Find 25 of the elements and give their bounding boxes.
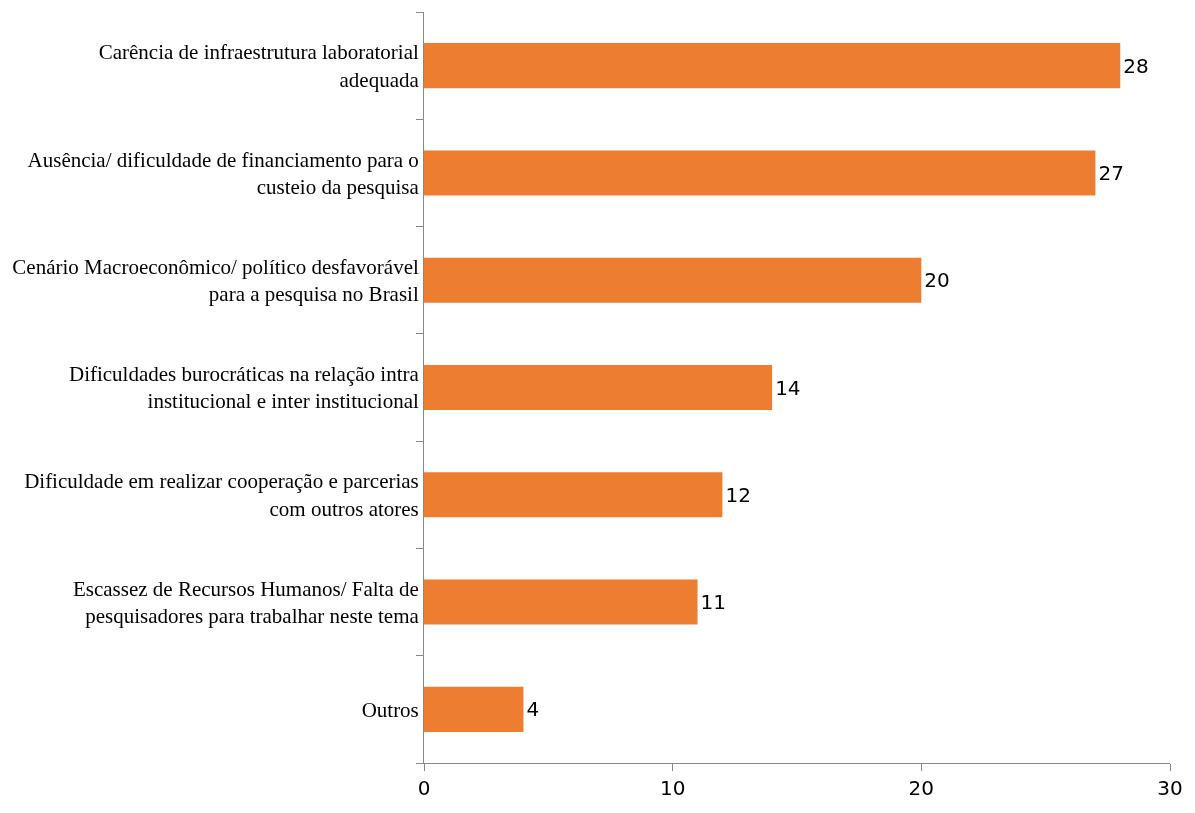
data-label: 20 <box>924 268 950 293</box>
bar <box>424 686 524 732</box>
y-tick-label: Carência de infraestrutura laboratorial adequada <box>98 40 420 92</box>
y-tick-label: Outros <box>361 697 419 722</box>
y-tick-label: Dificuldades burocráticas na relação intra institucional e inter institucional <box>68 362 420 414</box>
x-tick-label: 0 <box>417 776 431 800</box>
y-tick-label: Dificuldade em realizar cooperação e parcerias com outros atores <box>24 469 419 521</box>
data-label: 11 <box>700 590 726 615</box>
x-tick-label: 30 <box>1157 776 1183 800</box>
bar <box>424 472 723 518</box>
bar <box>424 257 922 303</box>
x-tick-label: 20 <box>908 776 935 800</box>
bar <box>424 364 773 411</box>
y-tick-label: Escassez de Recursos Humanos/ Falta de pesquisadores para trabalhar neste tema <box>72 576 420 629</box>
data-label: 27 <box>1098 160 1124 185</box>
bar <box>424 150 1096 196</box>
y-tick-label: Cenário Macroeconômico/ político desfavorável para a pesquisa no Brasil <box>12 254 419 307</box>
data-label: 12 <box>725 482 751 507</box>
bar <box>424 43 1121 89</box>
x-tick-label: 10 <box>659 776 686 800</box>
y-tick-label: Ausência/ dificuldade de financiamento para o custeio da pesquisa <box>27 147 420 199</box>
data-label: 14 <box>775 375 801 400</box>
data-label: 4 <box>526 697 540 722</box>
bar <box>424 579 698 625</box>
data-label: 28 <box>1123 53 1149 78</box>
